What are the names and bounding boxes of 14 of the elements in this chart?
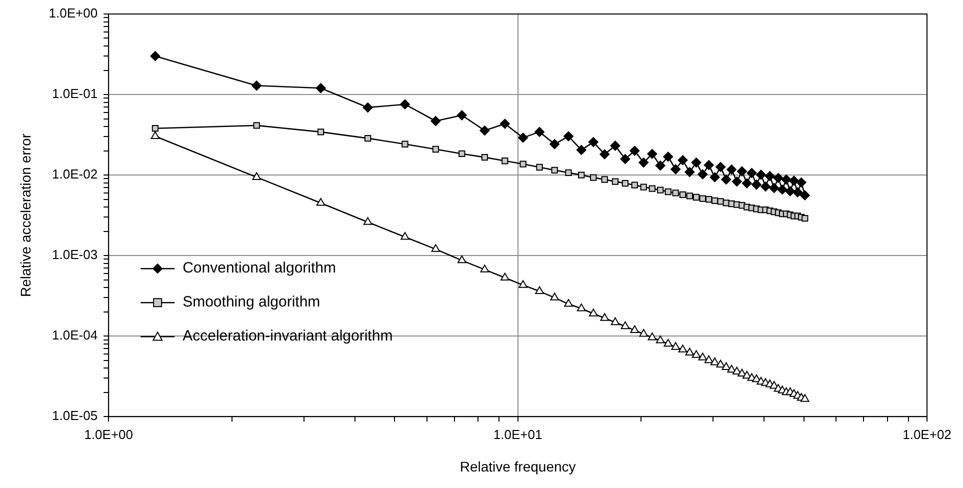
y-tick-label: 1.0E-02 bbox=[52, 166, 98, 182]
y-tick-label: 1.0E-03 bbox=[52, 247, 98, 262]
legend-label: Acceleration-invariant algorithm bbox=[182, 328, 393, 345]
y-tick-label: 1.0E-04 bbox=[52, 328, 98, 343]
y-tick-label: 1.0E-01 bbox=[52, 86, 98, 102]
x-tick-label: 1.0E+01 bbox=[493, 426, 542, 442]
legend-label: Conventional algorithm bbox=[182, 260, 336, 277]
y-tick-label: 1.0E-05 bbox=[52, 408, 98, 424]
x-tick-label: 1.0E+02 bbox=[902, 426, 952, 442]
y-tick-label: 1.0E+00 bbox=[48, 6, 98, 21]
y-axis-title: Relative acceleration error bbox=[17, 133, 34, 298]
x-axis-title: Relative frequency bbox=[460, 458, 576, 474]
x-tick-label: 1.0E+00 bbox=[84, 426, 133, 442]
legend-label: Smoothing algorithm bbox=[182, 294, 320, 311]
